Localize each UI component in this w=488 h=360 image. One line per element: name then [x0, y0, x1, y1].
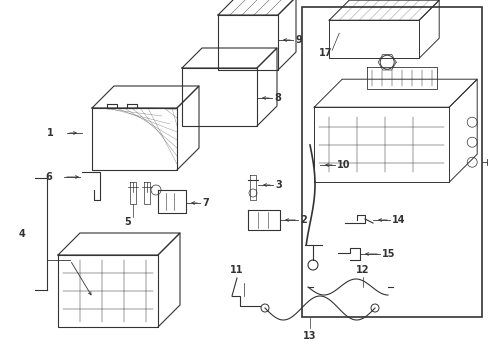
Text: 9: 9 — [294, 35, 301, 45]
Text: 10: 10 — [336, 160, 350, 170]
Text: 4: 4 — [18, 229, 25, 239]
Text: 13: 13 — [303, 331, 316, 341]
Text: 7: 7 — [202, 198, 208, 208]
Text: 11: 11 — [230, 265, 243, 275]
Text: 8: 8 — [273, 93, 280, 103]
Bar — [302, 7, 481, 317]
Text: 5: 5 — [124, 217, 131, 227]
Text: 6: 6 — [45, 172, 52, 182]
Text: 12: 12 — [356, 265, 369, 275]
Text: 15: 15 — [381, 249, 395, 259]
Text: 1: 1 — [47, 128, 54, 138]
Text: 14: 14 — [391, 215, 405, 225]
Text: 3: 3 — [274, 180, 281, 190]
Text: 2: 2 — [299, 215, 306, 225]
Text: 17: 17 — [319, 48, 332, 58]
